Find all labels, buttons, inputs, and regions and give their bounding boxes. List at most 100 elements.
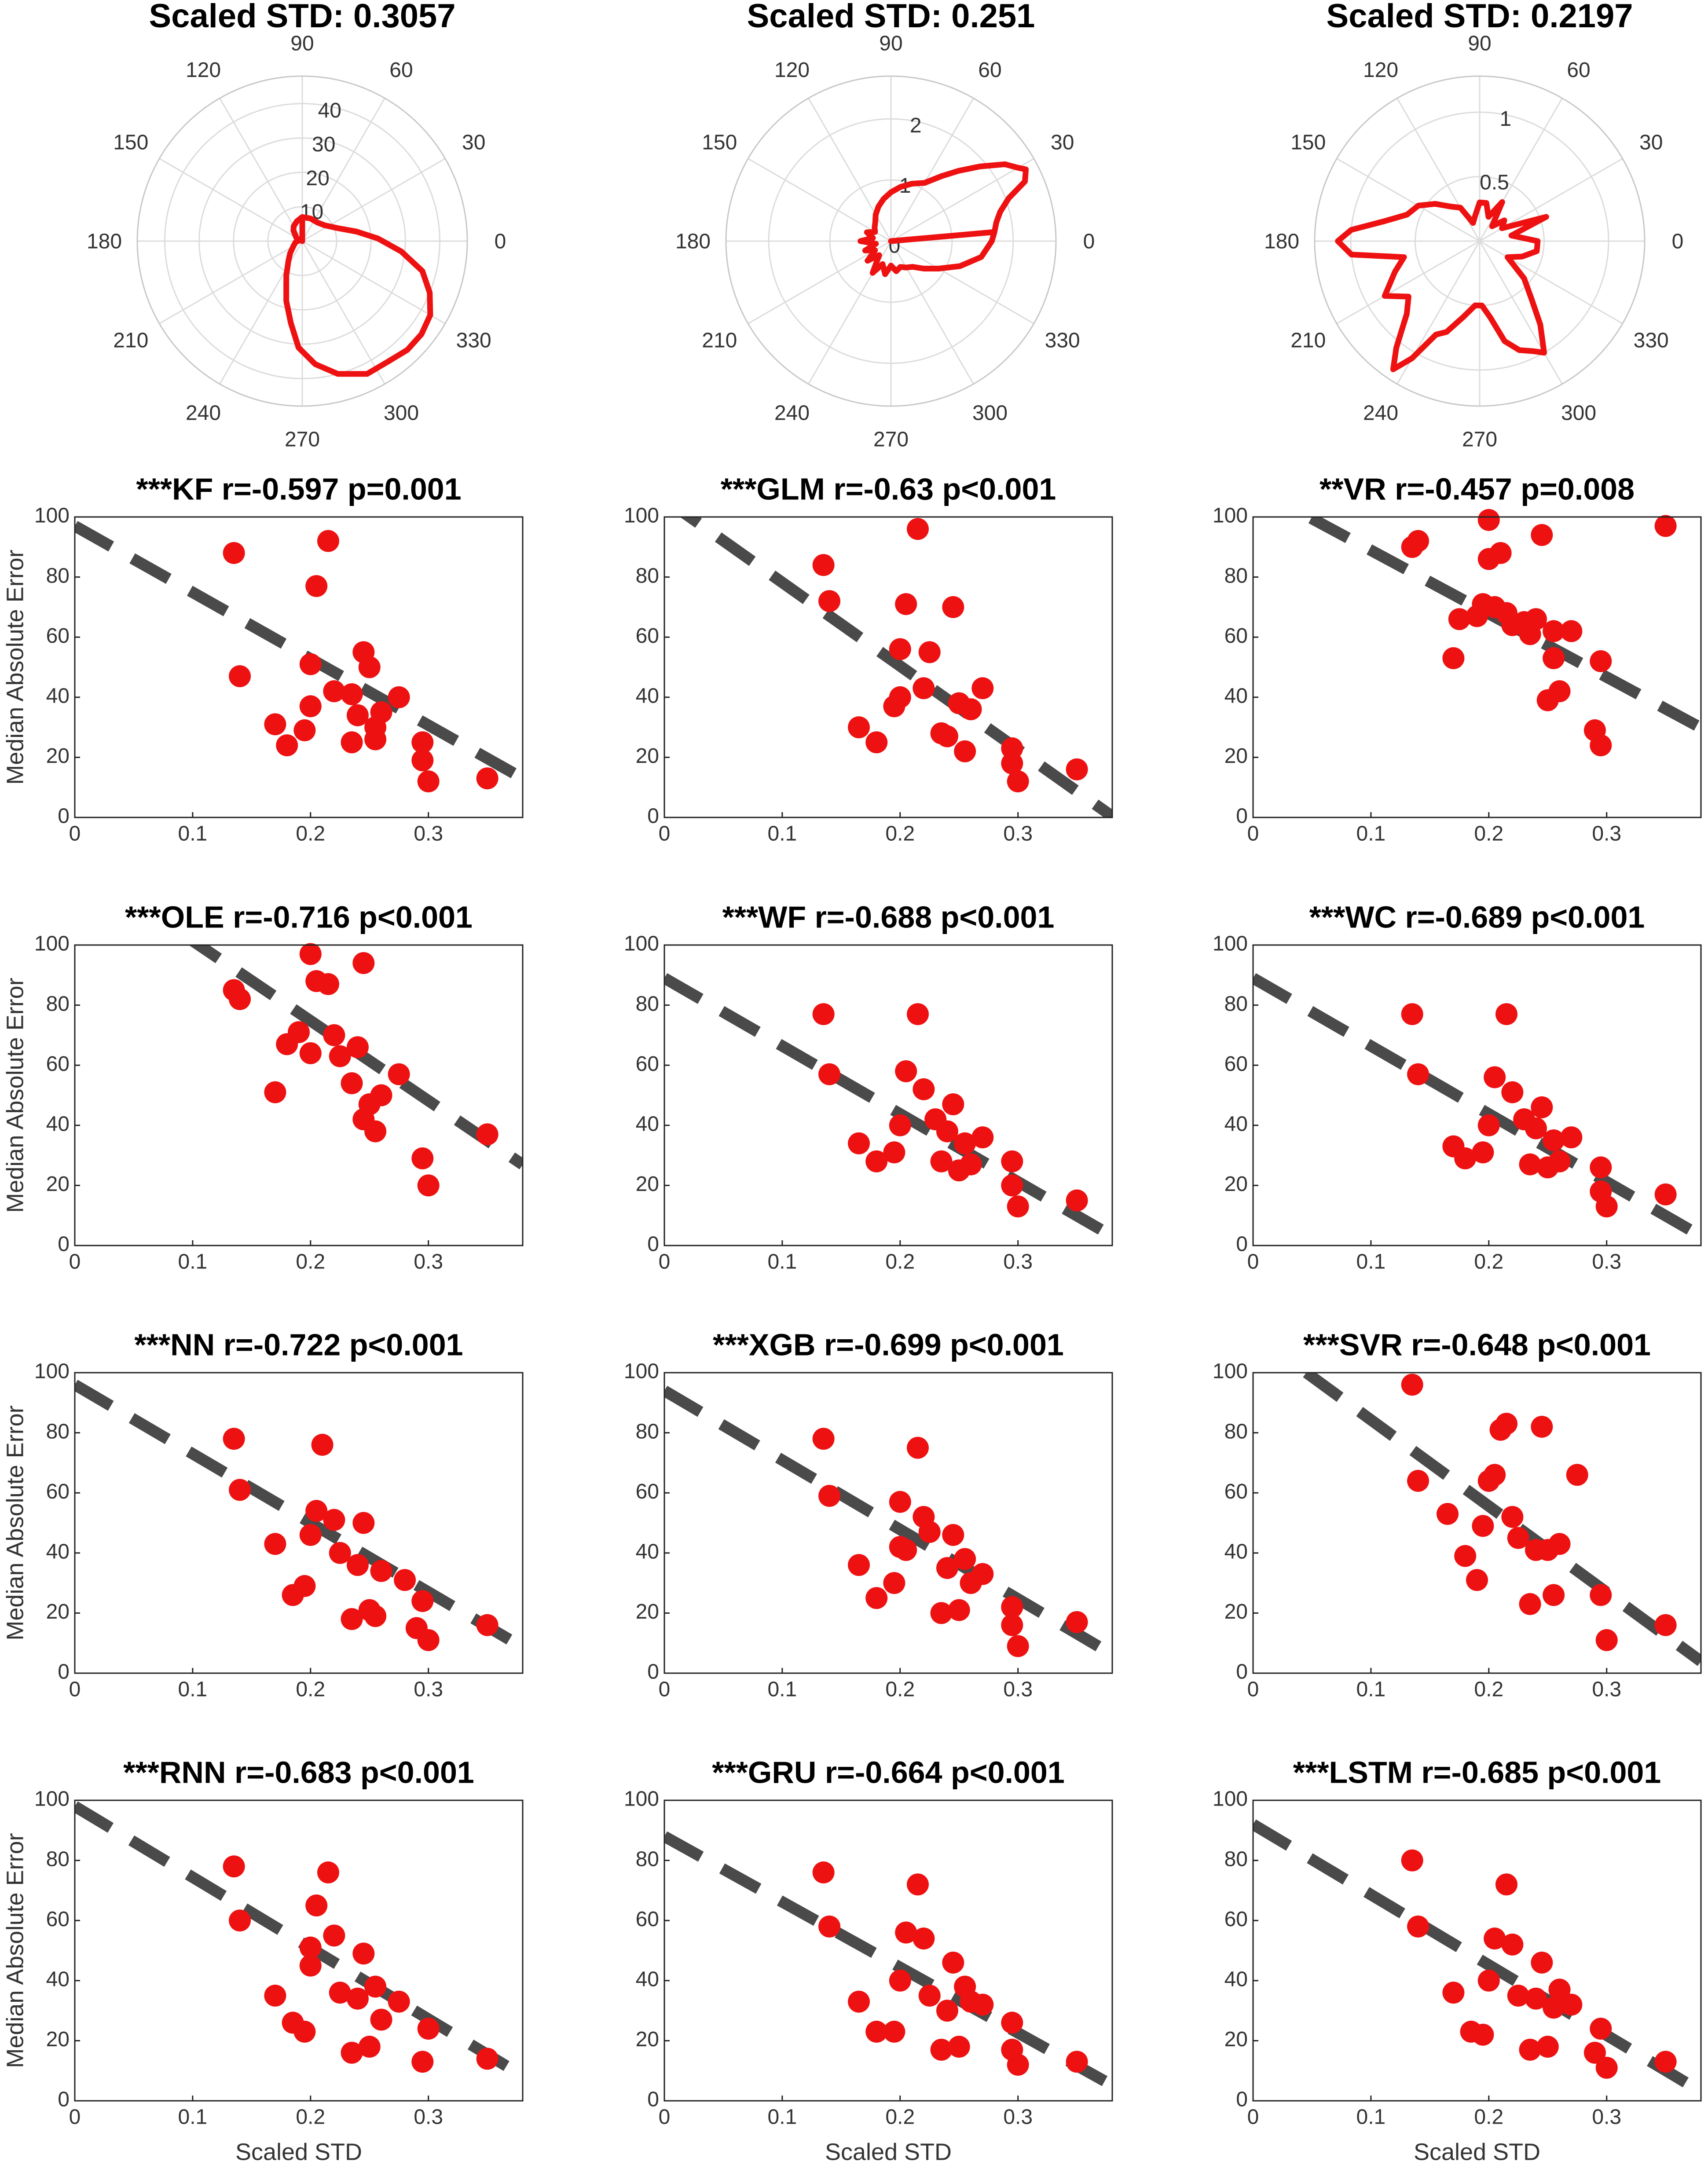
data-point bbox=[971, 1563, 994, 1585]
data-point bbox=[865, 731, 888, 754]
data-point bbox=[1407, 1915, 1429, 1938]
data-point bbox=[299, 1524, 322, 1546]
scatter-title: ***RNN r=-0.683 p<0.001 bbox=[123, 1755, 474, 1789]
data-point bbox=[1477, 1114, 1500, 1136]
x-tick-label: 0 bbox=[1247, 822, 1259, 846]
data-point bbox=[1495, 1873, 1517, 1896]
regression-line bbox=[75, 1380, 523, 1652]
polar-outer-ring bbox=[1314, 75, 1646, 407]
data-point bbox=[1525, 1987, 1547, 2010]
data-point bbox=[942, 1951, 964, 1974]
data-point bbox=[1501, 1933, 1524, 1956]
y-tick-label: 100 bbox=[624, 1360, 659, 1383]
data-point bbox=[411, 731, 434, 754]
data-point bbox=[358, 2036, 381, 2058]
data-point bbox=[411, 749, 434, 772]
scatter-title: ***GLM r=-0.63 p<0.001 bbox=[721, 472, 1056, 506]
data-point bbox=[1472, 1141, 1494, 1164]
data-point bbox=[848, 1990, 870, 2013]
scatter-plot-12: ***LSTM r=-0.685 p<0.001 0 20 40 60 80 100 0 0.1… bbox=[1213, 1755, 1702, 2165]
data-point bbox=[1583, 2041, 1606, 2064]
y-tick-label: 20 bbox=[46, 744, 70, 768]
polar-outer-ring bbox=[725, 75, 1057, 407]
y-tick-label: 100 bbox=[624, 1788, 659, 1811]
scatter-title: **VR r=-0.457 p=0.008 bbox=[1319, 472, 1635, 506]
data-point bbox=[889, 1114, 911, 1136]
data-point bbox=[930, 1602, 953, 1624]
x-tick-label: 0.3 bbox=[414, 1678, 443, 1701]
polar-angle-tick: 240 bbox=[1363, 401, 1398, 425]
y-tick-label: 40 bbox=[46, 684, 70, 707]
data-point bbox=[889, 1491, 911, 1513]
scatter-plot-10: ***RNN r=-0.683 p<0.001 0 20 40 60 80 100 0 0.1 0… bbox=[2, 1755, 524, 2165]
data-point bbox=[370, 701, 392, 723]
data-point bbox=[848, 1554, 870, 1576]
polar-angle-tick: 60 bbox=[1567, 59, 1590, 82]
data-point bbox=[476, 1614, 498, 1636]
polar-angle-tick: 180 bbox=[1264, 230, 1299, 253]
data-point bbox=[913, 1927, 935, 1950]
data-point bbox=[229, 1909, 251, 1932]
scatter-plot-6: ***WC r=-0.689 p<0.001 0 20 40 60 80 100 0 0.1 0.… bbox=[1213, 900, 1702, 1274]
x-tick-label: 0.3 bbox=[1592, 2106, 1621, 2129]
y-tick-label: 20 bbox=[1224, 1600, 1248, 1623]
data-point bbox=[299, 1954, 322, 1977]
x-tick-label: 0 bbox=[69, 1678, 81, 1701]
y-tick-label: 0 bbox=[647, 1660, 659, 1684]
y-tick-label: 0 bbox=[647, 805, 659, 828]
data-point bbox=[1401, 1374, 1423, 1396]
scatter-title: ***GRU r=-0.664 p<0.001 bbox=[712, 1755, 1065, 1789]
data-point bbox=[1543, 620, 1565, 642]
scatter-plot-9: ***SVR r=-0.648 p<0.001 0 20 40 60 80 100 0 0.1 0… bbox=[1213, 1327, 1702, 1701]
x-tick-label: 0 bbox=[659, 1250, 671, 1274]
data-point bbox=[936, 1557, 958, 1579]
polar-plot-3: Scaled STD: 0.2197 0 30 60 90 120 150 180 210 240… bbox=[1264, 0, 1683, 451]
polar-angle-tick: 210 bbox=[702, 329, 737, 352]
polar-angle-tick: 330 bbox=[1634, 329, 1669, 352]
data-point bbox=[299, 1936, 322, 1959]
data-point bbox=[1007, 770, 1029, 793]
data-point bbox=[341, 683, 363, 705]
data-point bbox=[883, 1572, 905, 1594]
x-tick-label: 0 bbox=[659, 2106, 671, 2129]
y-tick-label: 40 bbox=[1224, 684, 1248, 707]
data-point bbox=[1472, 1515, 1494, 1537]
polar-angle-tick: 120 bbox=[186, 59, 221, 82]
data-point bbox=[1001, 1596, 1023, 1618]
data-point bbox=[341, 1608, 363, 1630]
data-point bbox=[476, 1123, 498, 1146]
data-point bbox=[1548, 1150, 1571, 1172]
polar-ring bbox=[198, 137, 406, 345]
y-tick-label: 40 bbox=[636, 684, 659, 707]
data-point bbox=[346, 1554, 369, 1576]
data-point bbox=[954, 1548, 976, 1570]
data-point bbox=[918, 1520, 941, 1543]
polar-angle-tick: 150 bbox=[1290, 131, 1326, 154]
data-point bbox=[1654, 1183, 1677, 1205]
data-point bbox=[1654, 515, 1677, 537]
polar-angle-tick: 90 bbox=[879, 32, 902, 55]
data-point bbox=[411, 1590, 434, 1612]
polar-series-line bbox=[858, 161, 1029, 277]
data-point bbox=[370, 1560, 392, 1582]
x-tick-label: 0.1 bbox=[768, 2106, 797, 2129]
data-point bbox=[329, 1045, 351, 1067]
axes-box bbox=[1252, 1799, 1702, 2102]
regression-line bbox=[664, 1831, 1112, 2091]
data-point bbox=[906, 1436, 929, 1459]
data-point bbox=[1401, 1849, 1423, 1872]
polar-angle-tick: 0 bbox=[1083, 230, 1095, 253]
scatter-plot-5: ***WF r=-0.688 p<0.001 0 20 40 60 80 100 0 0.1 0.… bbox=[624, 900, 1113, 1274]
scatter-plot-11: ***GRU r=-0.664 p<0.001 0 20 40 60 80 100 0 0.1 0… bbox=[624, 1755, 1113, 2165]
polar-angle-tick: 210 bbox=[113, 329, 148, 352]
data-point bbox=[317, 1861, 339, 1883]
data-point bbox=[417, 1629, 440, 1651]
data-point bbox=[299, 1042, 322, 1064]
regression-line bbox=[75, 521, 523, 784]
scatter-plot-7: ***NN r=-0.722 p<0.001 0 20 40 60 80 100 0 0.1 0.… bbox=[2, 1327, 524, 1701]
data-point bbox=[1484, 1464, 1506, 1486]
y-tick-label: 0 bbox=[58, 1660, 70, 1684]
y-tick-label: 0 bbox=[647, 2088, 659, 2111]
data-point bbox=[1472, 2023, 1494, 2046]
data-point bbox=[1519, 1593, 1541, 1615]
